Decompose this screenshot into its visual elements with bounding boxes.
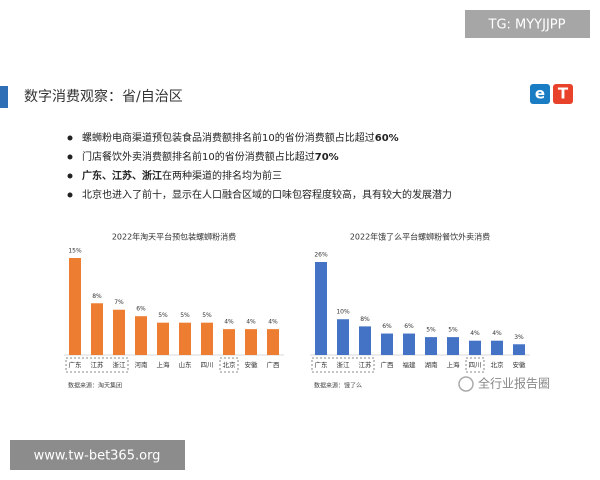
value-label: 15% [68,248,82,255]
bullet-part: 60% [375,133,399,144]
bar [223,329,235,355]
bullet-part: 广东、江苏、浙江 [82,169,162,182]
watermark-brand: 全行业报告圈 [478,376,550,391]
chart-title: 2022年淘天平台预包装螺蛳粉消费 [112,232,236,242]
value-label: 5% [180,312,190,319]
bar [245,329,257,355]
bullet-part: 北京也进入了前十，显示在人口融合区域的口味包容程度较高，具有较大的发展潜力 [82,188,452,201]
bar [179,322,191,355]
x-tick-label: 四川 [469,361,482,369]
source-note: 数据来源：淘天集团 [68,382,122,390]
bullet-part: 门店餐饮外卖消费额排名前10的省份消费额占比超过 [82,150,315,163]
bullet-text: 门店餐饮外卖消费额排名前10的省份消费额占比超过70% [82,150,339,163]
bullet-dot [67,154,73,160]
x-tick-label: 广西 [267,360,281,369]
x-tick-label: 上海 [447,360,461,369]
value-label: 6% [136,306,146,313]
x-tick-label: 浙江 [113,360,127,369]
bullet-text: 北京也进入了前十，显示在人口融合区域的口味包容程度较高，具有较大的发展潜力 [82,188,452,201]
x-tick-label: 福建 [403,360,417,369]
bar [469,340,481,355]
value-label: 5% [448,327,458,334]
x-tick-label: 安徽 [245,360,259,369]
x-tick-label: 浙江 [337,360,351,369]
highlight-box [465,357,485,373]
value-label: 7% [114,299,124,306]
bullet-dot [67,173,73,179]
value-label: 4% [224,319,234,326]
x-tick-label: 河南 [135,360,149,369]
header-accent [0,86,8,108]
x-tick-label: 广东 [69,360,83,369]
bar [201,322,213,355]
x-tick-label: 北京 [491,360,505,369]
value-label: 4% [268,319,278,326]
bar [381,333,393,355]
chart-title: 2022年饿了么平台螺蛳粉餐饮外卖消费 [350,232,490,242]
value-label: 4% [246,319,256,326]
logo-e [530,84,550,104]
highlight-box [219,357,239,373]
logo-t-text: T [558,85,569,103]
highlight-box [65,357,129,373]
bullet-dot [67,135,73,141]
bar [91,303,103,355]
bar [337,319,349,355]
value-label: 6% [404,323,414,330]
x-tick-label: 广东 [315,360,329,369]
value-label: 4% [492,330,502,337]
x-tick-label: 江苏 [359,360,373,369]
x-tick-label: 上海 [157,360,171,369]
value-label: 8% [92,293,102,300]
bar [113,309,125,355]
bar [513,344,525,355]
bullet-dot [67,192,73,198]
bar [157,322,169,355]
x-tick-label: 江苏 [91,360,105,369]
bar [267,329,279,355]
value-label: 5% [202,312,212,319]
x-tick-label: 四川 [201,361,214,369]
bullet-part: 在两种渠道的排名均为前三 [162,169,282,182]
x-tick-label: 广西 [381,360,395,369]
watermark-top: TG: MYYJJPP [488,18,566,33]
value-label: 5% [426,327,436,334]
watermark-box [465,10,590,38]
bar [69,258,81,355]
x-tick-label: 山东 [179,360,193,369]
bullet-text: 广东、江苏、浙江在两种渠道的排名均为前三 [82,169,282,182]
bar [315,262,327,355]
bullet-part: 螺蛳粉电商渠道预包装食品消费额排名前10的省份消费额占比超过 [82,131,375,144]
bar [425,337,437,355]
bullet-text: 螺蛳粉电商渠道预包装食品消费额排名前10的省份消费额占比超过60% [82,131,399,144]
logo-e-text: e [535,85,545,103]
x-tick-label: 安徽 [513,360,527,369]
brand-icon [458,376,474,392]
bullet-part: 70% [315,152,339,163]
bar [491,340,503,355]
value-label: 26% [314,252,328,259]
watermark-box [10,440,185,470]
highlight-box [311,357,375,373]
bar [135,316,147,355]
value-label: 10% [336,309,350,316]
x-tick-label: 湖南 [425,360,439,369]
value-label: 4% [470,330,480,337]
bar [447,337,459,355]
header-title: 数字消费观察：省/自治区 [24,88,183,105]
logo-t [553,84,573,104]
bar [403,333,415,355]
x-tick-label: 北京 [223,360,237,369]
watermark-bottom: www.tw-bet365.org [34,449,161,464]
bar [359,326,371,355]
value-label: 6% [382,323,392,330]
source-note: 数据来源：饿了么 [314,382,362,390]
value-label: 5% [158,312,168,319]
value-label: 8% [360,316,370,323]
value-label: 3% [514,334,524,341]
